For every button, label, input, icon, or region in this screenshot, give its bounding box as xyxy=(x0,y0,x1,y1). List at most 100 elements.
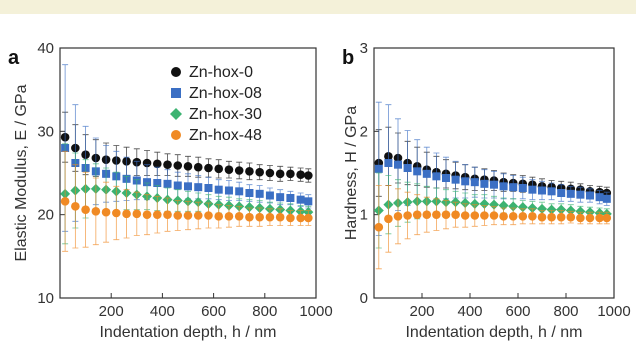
data-point xyxy=(245,167,254,176)
marks-a xyxy=(60,64,314,252)
data-point xyxy=(235,187,244,196)
y-tick-label-b: 0 xyxy=(360,290,368,307)
data-point xyxy=(469,198,480,209)
data-point xyxy=(173,181,182,190)
data-point xyxy=(244,202,255,213)
panel-label-b: b xyxy=(342,47,354,69)
data-point xyxy=(460,211,470,220)
data-point xyxy=(304,171,313,180)
data-point xyxy=(480,211,489,220)
data-point xyxy=(602,213,612,223)
data-point xyxy=(142,210,152,219)
legend-marker xyxy=(171,130,181,140)
data-point xyxy=(71,202,80,211)
y-tick-label-b: 1 xyxy=(360,207,368,224)
data-point xyxy=(142,158,152,168)
data-point xyxy=(470,211,480,220)
x-tick-label-b: 800 xyxy=(553,303,578,320)
plot-area-a xyxy=(60,64,314,252)
data-point xyxy=(528,212,537,221)
data-point xyxy=(556,204,567,215)
data-point xyxy=(91,207,101,216)
legend-a: Zn-hox-0 Zn-hox-08 Zn-hox-30 Zn-hox-48 xyxy=(170,64,262,144)
legend-marker xyxy=(171,88,181,98)
data-point xyxy=(451,210,460,219)
data-point xyxy=(595,193,604,202)
data-point xyxy=(204,184,213,192)
y-axis-label-b: Hardness, H / GPa xyxy=(343,106,360,240)
data-point xyxy=(509,183,518,192)
series-zn-hox-48 xyxy=(374,185,612,270)
data-point xyxy=(508,201,519,212)
y-tick-label-a: 40 xyxy=(37,40,54,57)
legend-label: Zn-hox-08 xyxy=(189,85,262,102)
data-point xyxy=(393,212,403,221)
data-point xyxy=(576,213,585,223)
data-point xyxy=(451,175,460,184)
x-axis-label-a: Indentation depth, h / nm xyxy=(99,324,276,341)
data-point xyxy=(245,189,254,197)
series-zn-hox-08 xyxy=(374,101,611,236)
data-point xyxy=(527,203,538,213)
data-point xyxy=(296,170,305,179)
marks-b xyxy=(374,101,612,270)
plot-frame-b xyxy=(373,47,615,299)
data-point xyxy=(304,197,313,206)
data-point xyxy=(122,209,131,219)
data-point xyxy=(565,205,576,216)
data-point xyxy=(442,174,450,182)
data-point xyxy=(214,185,223,194)
data-point xyxy=(517,202,528,213)
data-point xyxy=(576,190,585,199)
data-point xyxy=(224,165,234,174)
y-tick-label-a: 20 xyxy=(37,207,54,224)
data-point xyxy=(276,193,285,202)
legend-label: Zn-hox-30 xyxy=(189,106,262,123)
x-tick-label-b: 1000 xyxy=(597,303,630,320)
data-point xyxy=(173,161,183,170)
x-tick-label-b: 200 xyxy=(409,303,434,320)
data-point xyxy=(214,212,224,221)
data-point xyxy=(132,209,142,219)
data-point xyxy=(112,208,121,218)
legend-label: Zn-hox-48 xyxy=(189,127,262,144)
data-point xyxy=(394,160,402,169)
data-point xyxy=(183,211,193,220)
data-point xyxy=(575,206,586,217)
plot-area-b xyxy=(374,101,612,270)
data-point xyxy=(489,199,499,210)
data-point xyxy=(163,179,172,188)
data-point xyxy=(537,212,547,222)
y-tick-label-b: 3 xyxy=(360,40,368,57)
data-point xyxy=(143,178,152,187)
x-tick-label-a: 1000 xyxy=(299,303,332,320)
data-point xyxy=(412,210,422,219)
data-point xyxy=(193,162,203,172)
data-point xyxy=(556,212,566,222)
y-axis-label-a: Elastic Modulus, E / GPa xyxy=(13,84,30,261)
data-point xyxy=(374,222,384,232)
data-point xyxy=(480,179,489,188)
data-point xyxy=(286,194,295,202)
series-zn-hox-48 xyxy=(60,150,313,252)
x-tick-label-a: 400 xyxy=(150,303,175,320)
data-point xyxy=(255,212,264,222)
data-point xyxy=(193,211,203,220)
data-point xyxy=(586,191,594,200)
data-point xyxy=(422,210,432,219)
data-point xyxy=(547,187,556,196)
data-point xyxy=(489,211,499,220)
data-point xyxy=(183,162,193,171)
x-tick-label-a: 600 xyxy=(201,303,226,320)
x-tick-label-b: 600 xyxy=(505,303,530,320)
data-point xyxy=(152,210,162,219)
data-point xyxy=(585,213,595,223)
data-point xyxy=(204,211,213,220)
data-point xyxy=(184,182,192,191)
data-point xyxy=(518,184,527,192)
x-tick-label-b: 400 xyxy=(457,303,482,320)
data-point xyxy=(286,213,295,223)
y-tick-label-a: 10 xyxy=(37,290,54,307)
data-point xyxy=(384,214,393,224)
data-point xyxy=(490,180,498,189)
